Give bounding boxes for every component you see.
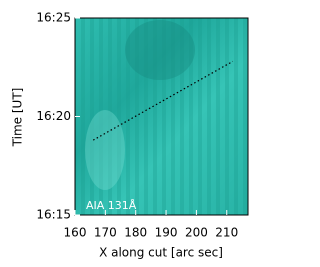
x-tick-label: 160: [64, 226, 87, 240]
y-tick-label: 16:15: [36, 208, 71, 222]
y-tick-label: 16:25: [36, 11, 71, 25]
x-axis-label: X along cut [arc sec]: [99, 246, 223, 260]
x-tick-label: 180: [124, 226, 147, 240]
x-tick-label: 190: [155, 226, 178, 240]
x-tick-label: 200: [185, 226, 208, 240]
line: [92, 60, 234, 141]
x-tick-label: 170: [94, 226, 117, 240]
y-axis-label: Time [UT]: [11, 88, 25, 148]
chart: AIA 131Å X along cut [arc sec] Time [UT]…: [11, 11, 249, 260]
annotation: AIA 131Å: [86, 199, 137, 212]
x-tick-label: 210: [215, 226, 238, 240]
plot-image: [75, 18, 248, 215]
y-tick-label: 16:20: [36, 109, 71, 123]
